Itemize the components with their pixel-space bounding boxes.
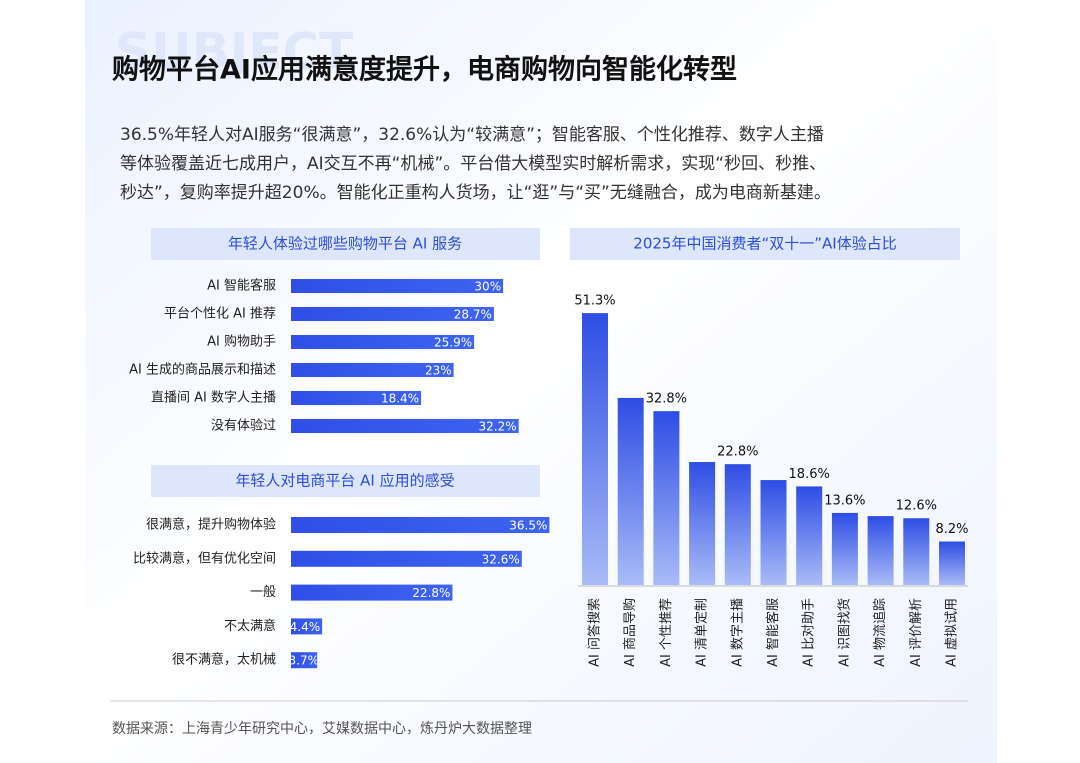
category-label: AI 商品导购 bbox=[622, 598, 638, 667]
category-label: AI 虚拟试用 bbox=[945, 598, 960, 667]
value-label: 4.4% bbox=[290, 620, 321, 634]
value-label: 12.6% bbox=[896, 499, 937, 514]
category-label: 比较满意，但有优化空间 bbox=[133, 550, 276, 566]
chart-title: 年轻人体验过哪些购物平台 AI 服务 bbox=[228, 235, 462, 253]
bar bbox=[291, 584, 453, 601]
category-label: 很不满意，太机械 bbox=[172, 652, 276, 668]
category-label: AI 识图找货 bbox=[836, 598, 852, 667]
bar bbox=[291, 279, 504, 293]
value-label: 13.6% bbox=[824, 493, 865, 508]
value-label: 32.8% bbox=[646, 392, 687, 407]
category-label: AI 问答搜索 bbox=[587, 598, 603, 667]
bar bbox=[291, 363, 454, 377]
bar bbox=[582, 313, 608, 585]
category-label: 很满意，提升购物体验 bbox=[146, 517, 276, 533]
value-label: 51.3% bbox=[574, 294, 615, 309]
bar bbox=[867, 516, 894, 585]
category-label: 直播间 AI 数字人主播 bbox=[151, 391, 276, 406]
chart-header bbox=[570, 228, 960, 260]
intro-line: 秒达”，复购率提升超20%。智能化正重构人货场，让“逛”与“买”无缝融合，成为电… bbox=[120, 183, 831, 203]
bar bbox=[291, 391, 422, 405]
bar bbox=[291, 618, 323, 635]
chart-title: 年轻人对电商平台 AI 应用的感受 bbox=[235, 472, 454, 490]
page-title: 购物平台AI应用满意度提升，电商购物向智能化转型 bbox=[112, 54, 737, 86]
chart-header bbox=[151, 465, 540, 497]
bar bbox=[291, 307, 494, 321]
bar bbox=[653, 411, 680, 585]
category-label: AI 智能客服 bbox=[765, 598, 781, 667]
value-label: 36.5% bbox=[509, 519, 547, 533]
chart-title: 2025年中国消费者“双十一”AI体验占比 bbox=[633, 235, 896, 253]
category-label: AI 生成的商品展示和描述 bbox=[129, 362, 276, 378]
chart-header bbox=[151, 228, 540, 260]
category-label: AI 评价解析 bbox=[909, 598, 924, 667]
bar bbox=[291, 517, 550, 533]
value-label: 18.6% bbox=[789, 467, 830, 482]
category-label: 平台个性化 AI 推荐 bbox=[164, 307, 276, 322]
bar bbox=[689, 462, 716, 585]
value-label: 23% bbox=[425, 364, 452, 378]
category-label: AI 购物助手 bbox=[207, 334, 276, 350]
value-label: 32.6% bbox=[482, 552, 520, 566]
bar bbox=[291, 652, 318, 669]
value-label: 28.7% bbox=[454, 308, 492, 322]
bar bbox=[939, 541, 965, 585]
category-label: 没有体验过 bbox=[211, 418, 276, 434]
category-label: 一般 bbox=[250, 584, 276, 600]
category-label: AI 清单定制 bbox=[695, 598, 710, 667]
background bbox=[85, 0, 997, 763]
bar bbox=[760, 480, 787, 585]
bar bbox=[617, 397, 644, 585]
category-label: AI 物流追踪 bbox=[872, 598, 888, 667]
bar bbox=[291, 335, 475, 349]
bar bbox=[796, 486, 823, 585]
category-label: AI 数字主播 bbox=[730, 598, 745, 667]
bar bbox=[724, 464, 751, 585]
category-label: 不太满意 bbox=[224, 618, 276, 634]
value-label: 22.8% bbox=[412, 586, 450, 600]
value-label: 22.8% bbox=[717, 445, 758, 460]
intro-line: 36.5%年轻人对AI服务“很满意”，32.6%认为“较满意”；智能客服、个性化… bbox=[120, 125, 824, 145]
bar bbox=[831, 512, 858, 585]
bar bbox=[903, 518, 930, 585]
bar bbox=[291, 419, 519, 433]
value-label: 25.9% bbox=[434, 336, 472, 350]
source: 数据来源：上海青少年研究中心，艾媒数据中心，炼丹炉大数据整理 bbox=[112, 721, 532, 737]
intro-line: 等体验覆盖近七成用户，AI交互不再“机械”。平台借大模型实时解析需求，实现“秒回… bbox=[120, 154, 826, 174]
category-label: AI 个性推荐 bbox=[659, 598, 674, 667]
value-label: 3.7% bbox=[289, 654, 320, 668]
category-label: AI 智能客服 bbox=[207, 278, 276, 294]
watermark: SUBJECT bbox=[115, 23, 353, 81]
category-label: AI 比对助手 bbox=[802, 598, 817, 667]
bar bbox=[291, 550, 522, 567]
value-label: 32.2% bbox=[479, 420, 517, 434]
value-label: 30% bbox=[474, 280, 501, 294]
value-label: 8.2% bbox=[935, 522, 968, 537]
value-label: 18.4% bbox=[381, 392, 419, 406]
